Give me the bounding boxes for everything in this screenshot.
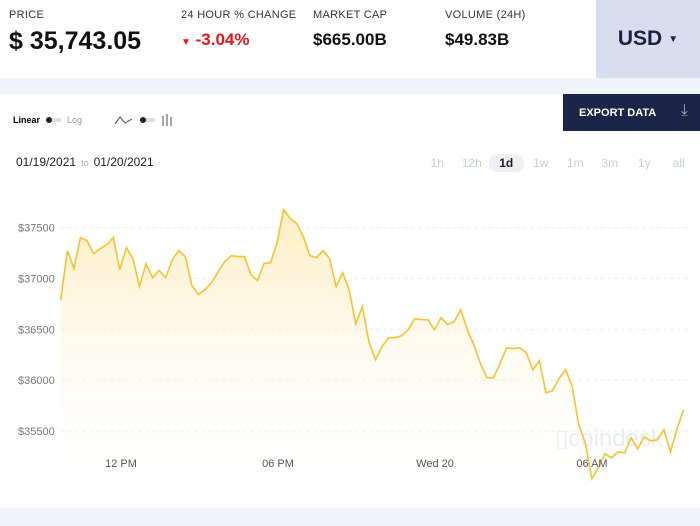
change-stat: 24 HOUR % CHANGE ▼ -3.04% (181, 9, 296, 50)
stats-bar: PRICE $ 35,743.05 24 HOUR % CHANGE ▼ -3.… (0, 0, 700, 78)
price-line (60, 207, 685, 482)
y-tick-label: $37000 (18, 273, 55, 285)
change-label: 24 HOUR % CHANGE (181, 9, 297, 21)
price-chart: ▯coindesk $37500$37000$36500$36000$35500… (18, 207, 690, 490)
range-tab-1w[interactable]: 1w (533, 156, 549, 170)
volume-stat: VOLUME (24H) $49.83B (445, 9, 526, 50)
download-icon: ⤓ (680, 102, 688, 119)
range-tab-1h[interactable]: 1h (430, 156, 444, 170)
market-cap-stat: MARKET CAP $665.00B (313, 9, 387, 50)
volume-value: $49.83B (445, 30, 510, 49)
time-range-tabs: 1h 12h 1d 1w 1m 3m 1y all (420, 154, 696, 172)
chart-type-toggle[interactable] (140, 117, 156, 123)
candlestick-icon[interactable] (161, 113, 175, 127)
export-data-button[interactable]: EXPORT DATA ⤓ (563, 94, 700, 131)
range-tab-1d[interactable]: 1d (489, 154, 524, 172)
export-label: EXPORT DATA (579, 106, 657, 119)
linear-label: Linear (13, 115, 41, 125)
scale-toggle[interactable] (46, 117, 62, 123)
currency-dropdown[interactable]: USD ▼ (596, 0, 700, 78)
market-cap-label: MARKET CAP (313, 9, 388, 21)
range-tab-all[interactable]: all (672, 156, 685, 170)
y-tick-label: $37500 (18, 223, 55, 235)
triangle-down-icon: ▼ (181, 37, 191, 48)
y-tick-label: $36000 (18, 375, 55, 387)
x-tick-label: 12 PM (105, 458, 137, 470)
price-area (60, 209, 684, 490)
date-from[interactable]: 01/19/2021 (16, 155, 77, 169)
date-range[interactable]: 01/19/2021 to 01/20/2021 (16, 155, 154, 169)
log-label: Log (67, 115, 83, 125)
price-value: $ 35,743.05 (9, 27, 142, 55)
y-tick-label: $35500 (18, 426, 55, 438)
date-separator: to (81, 158, 89, 168)
range-tab-1m[interactable]: 1m (566, 156, 584, 170)
date-to[interactable]: 01/20/2021 (93, 155, 154, 169)
price-label: PRICE (9, 9, 45, 21)
change-value: -3.04% (195, 30, 250, 49)
volume-label: VOLUME (24H) (445, 9, 526, 21)
y-tick-label: $36500 (18, 324, 55, 336)
price-stat: PRICE $ 35,743.05 (9, 9, 141, 56)
caret-down-icon: ▼ (668, 33, 679, 45)
market-cap-value: $665.00B (313, 30, 387, 49)
range-tab-3m[interactable]: 3m (601, 156, 619, 170)
range-tab-12h[interactable]: 12h (461, 156, 482, 170)
x-tick-label: 06 AM (576, 458, 607, 470)
currency-label: USD (617, 27, 663, 50)
x-tick-label: 06 PM (262, 458, 294, 470)
range-tab-1y[interactable]: 1y (637, 156, 651, 170)
x-tick-label: Wed 20 (416, 458, 454, 470)
line-chart-icon[interactable] (114, 114, 134, 126)
chart-toggles: Linear Log (13, 113, 175, 127)
